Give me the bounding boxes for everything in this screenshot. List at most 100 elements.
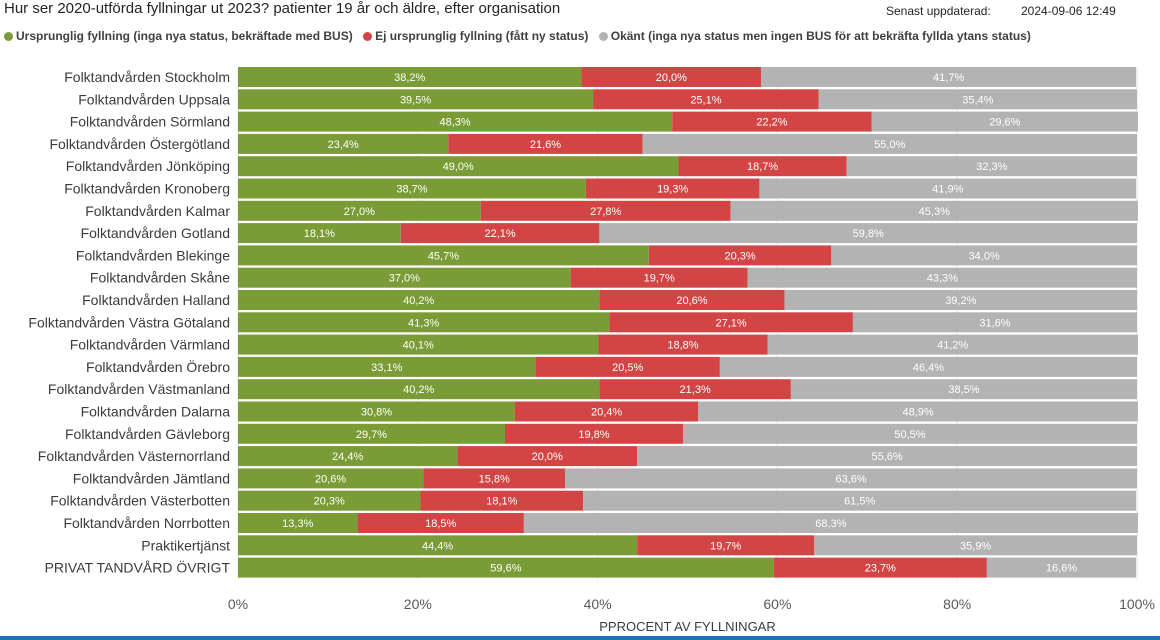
bar-segment[interactable]: [480, 200, 731, 221]
bar-segment[interactable]: [747, 267, 1137, 288]
bar-segment[interactable]: [730, 200, 1138, 221]
bar-segment[interactable]: [759, 178, 1137, 199]
bar-segment[interactable]: [637, 446, 1137, 467]
bar-segment[interactable]: [761, 67, 1137, 87]
legend-item-original[interactable]: Ursprunglig fyllning (inga nya status, b…: [4, 29, 353, 43]
bar-segment[interactable]: [238, 111, 673, 132]
bar-segment[interactable]: [514, 401, 699, 422]
bar-segment[interactable]: [678, 156, 847, 177]
bar-segment[interactable]: [238, 468, 424, 489]
bar-segment[interactable]: [784, 290, 1137, 310]
bar-segment[interactable]: [238, 290, 600, 310]
bar-segment[interactable]: [523, 513, 1138, 533]
bar-segment[interactable]: [599, 290, 785, 310]
bar-segment[interactable]: [818, 89, 1137, 110]
bar-segment[interactable]: [583, 490, 1137, 511]
bar-segment[interactable]: [846, 156, 1137, 177]
bar-segment[interactable]: [238, 557, 774, 578]
bar-segment[interactable]: [238, 401, 515, 422]
bar-segment[interactable]: [238, 200, 481, 221]
bar-segment[interactable]: [238, 245, 649, 266]
bar-segment[interactable]: [593, 89, 819, 110]
legend-dot-gray-icon: [598, 31, 608, 41]
category-label: Folktandvården Kalmar: [85, 203, 230, 219]
x-tick-label: 60%: [763, 596, 791, 612]
bar-segment[interactable]: [238, 156, 679, 177]
category-label: Folktandvården Västerbotten: [50, 493, 230, 509]
category-label: Folktandvården Jämtland: [73, 470, 230, 486]
data-label: 38,5%: [948, 384, 979, 396]
bar-segment[interactable]: [648, 245, 832, 266]
data-label: 61,5%: [844, 496, 875, 508]
bar-segment[interactable]: [505, 423, 684, 444]
bar-segment[interactable]: [400, 223, 600, 244]
data-label: 41,9%: [932, 184, 963, 196]
x-axis-title: PPROCENT AV FYLLNINGAR: [599, 619, 776, 634]
bar-segment[interactable]: [599, 379, 791, 400]
bar-segment[interactable]: [814, 535, 1137, 556]
data-label: 29,7%: [356, 429, 387, 441]
data-label: 20,6%: [676, 295, 707, 307]
bar-segment[interactable]: [238, 67, 582, 87]
bar-segment[interactable]: [637, 535, 815, 556]
bar-segment[interactable]: [238, 423, 506, 444]
bar-segment[interactable]: [238, 178, 586, 199]
bar-segment[interactable]: [986, 557, 1137, 578]
data-label: 24,4%: [332, 451, 363, 463]
bar-segment[interactable]: [238, 334, 599, 355]
x-tick-label: 100%: [1119, 596, 1155, 612]
data-label: 50,5%: [894, 429, 925, 441]
data-label: 63,6%: [836, 473, 867, 485]
data-label: 29,6%: [989, 117, 1020, 129]
bar-segment[interactable]: [767, 334, 1138, 355]
bar-segment[interactable]: [238, 490, 421, 511]
data-label: 33,1%: [371, 362, 402, 374]
bar-segment[interactable]: [238, 223, 401, 244]
legend-item-not-original[interactable]: Ej ursprunglig fyllning (fått ny status): [363, 29, 588, 43]
bar-segment[interactable]: [672, 111, 872, 132]
bar-segment[interactable]: [238, 356, 536, 377]
bar-segment[interactable]: [357, 513, 524, 533]
data-label: 21,6%: [530, 139, 561, 151]
data-label: 55,6%: [871, 451, 902, 463]
bar-segment[interactable]: [642, 133, 1137, 154]
bar-segment[interactable]: [683, 423, 1137, 444]
bar-segment[interactable]: [238, 133, 449, 154]
data-label: 19,7%: [644, 273, 675, 285]
legend-item-unknown[interactable]: Okänt (inga nya status men ingen BUS för…: [598, 29, 1031, 43]
bar-segment[interactable]: [698, 401, 1138, 422]
bar-segment[interactable]: [238, 446, 458, 467]
bar-segment[interactable]: [871, 111, 1138, 132]
bar-segment[interactable]: [599, 223, 1137, 244]
data-label: 43,3%: [927, 273, 958, 285]
data-label: 15,8%: [479, 473, 510, 485]
bar-segment[interactable]: [570, 267, 748, 288]
bar-segment[interactable]: [852, 312, 1137, 333]
x-tick-label: 20%: [404, 596, 432, 612]
bar-segment[interactable]: [423, 468, 566, 489]
bar-segment[interactable]: [581, 67, 762, 87]
bar-segment[interactable]: [238, 89, 594, 110]
data-label: 31,6%: [979, 317, 1010, 329]
bar-segment[interactable]: [238, 379, 600, 400]
bar-segment[interactable]: [831, 245, 1137, 266]
bar-segment[interactable]: [448, 133, 643, 154]
bar-segment[interactable]: [457, 446, 638, 467]
bar-segment[interactable]: [238, 535, 638, 556]
bar-segment[interactable]: [238, 513, 358, 533]
bar-segment[interactable]: [535, 356, 720, 377]
bar-segment[interactable]: [565, 468, 1137, 489]
bar-segment[interactable]: [773, 557, 987, 578]
category-label: Folktandvården Örebro: [86, 358, 230, 375]
bar-segment[interactable]: [609, 312, 853, 333]
bar-segment[interactable]: [585, 178, 760, 199]
data-label: 16,6%: [1046, 563, 1077, 575]
bar-segment[interactable]: [420, 490, 584, 511]
bar-segment[interactable]: [719, 356, 1137, 377]
bar-segment[interactable]: [238, 267, 571, 288]
data-label: 18,1%: [304, 228, 335, 240]
category-label: Folktandvården Östergötland: [49, 135, 230, 152]
bar-segment[interactable]: [598, 334, 768, 355]
bar-segment[interactable]: [238, 312, 610, 333]
bar-segment[interactable]: [790, 379, 1137, 400]
